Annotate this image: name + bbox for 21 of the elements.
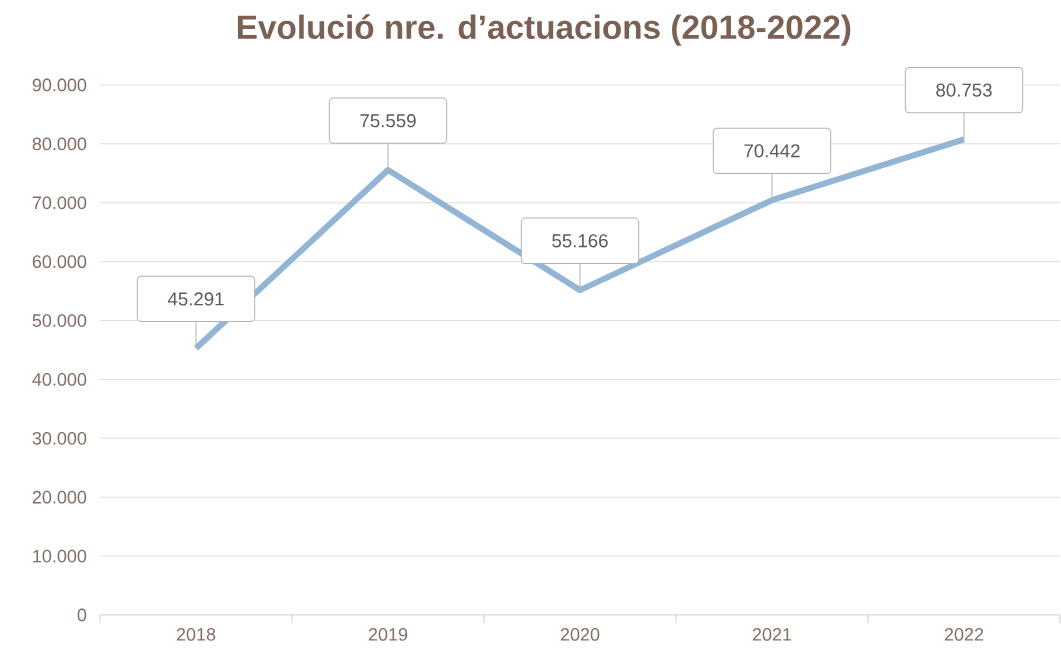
- y-tick-label: 20.000: [32, 490, 87, 504]
- x-tick-label: 2018: [176, 628, 216, 641]
- x-tick-label: 2021: [752, 628, 792, 641]
- y-tick-label: 60.000: [32, 255, 87, 269]
- y-tick-label: 40.000: [32, 373, 87, 386]
- y-tick-label: 90.000: [32, 78, 87, 92]
- data-label: 75.559: [360, 114, 416, 128]
- x-tick-label: 2019: [368, 628, 408, 641]
- data-label: 55.166: [552, 234, 608, 248]
- chart-title: Evolució nre. d’actuacions (2018-2022): [237, 14, 851, 46]
- data-label: 80.753: [936, 83, 992, 97]
- y-tick-label: 30.000: [32, 431, 87, 445]
- y-tick-label: 10.000: [33, 549, 87, 563]
- x-tick-label: 2020: [560, 628, 600, 641]
- y-tick-label: 0: [77, 608, 87, 622]
- y-tick-label: 70.000: [32, 196, 87, 210]
- x-tick-label: 2022: [944, 628, 984, 641]
- y-tick-label: 80.000: [32, 137, 87, 151]
- data-label: 70.442: [744, 144, 800, 158]
- y-tick-label: 50.000: [32, 314, 87, 327]
- data-label: 45.291: [167, 292, 224, 306]
